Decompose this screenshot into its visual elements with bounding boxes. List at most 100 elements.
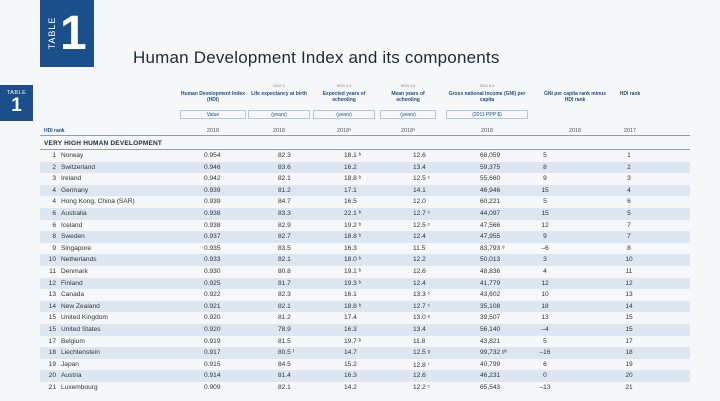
cell-life: 81.5 (278, 337, 291, 345)
cell-hdi: 0.939 (204, 198, 221, 206)
cell-hdi: 0.921 (204, 302, 221, 310)
table-row: 21 Luxembourg 0.909 82.1 14.2 12.2 ᶜ 65,543 –13… (40, 382, 690, 394)
cell-country: United Kingdom (61, 314, 108, 322)
cell-rank: 15 (48, 314, 56, 322)
cell-mean: 12.6 (413, 268, 426, 275)
cell-hrank: 17 (625, 337, 633, 345)
cell-rank: 19 (48, 360, 56, 368)
column-year: 2018 (480, 128, 494, 134)
cell-hdi: 0.925 (204, 279, 221, 287)
cell-gni: 46,231 (480, 372, 501, 380)
table-row: 15 United Kingdom 0.920 81.2 17.4 13.0 ᵉ 39,50… (40, 312, 690, 324)
cell-mean: 12.5 ᶜ (413, 221, 430, 229)
cell-hrank: 1 (627, 152, 631, 159)
cell-hrank: 14 (625, 302, 633, 310)
cell-hrank: 2 (627, 163, 631, 171)
cell-school: 19.3 ᵇ (344, 279, 362, 287)
cell-diff: 13 (541, 314, 549, 322)
column-sdg-tag: SDG 8.5 (479, 84, 495, 88)
cell-school: 16.3 (344, 326, 357, 333)
cell-life: 80.8 (278, 268, 291, 275)
cell-gni: 43,602 (480, 291, 501, 299)
cell-gni: 68,059 (480, 152, 501, 159)
cell-school: 16.3 (344, 372, 357, 380)
group-divider (40, 149, 690, 150)
cell-school: 18.8 ᵇ (344, 302, 362, 310)
table-row: 10 Netherlands 0.933 82.1 18.0 ᵇ 12.2 50,013 3 1… (40, 254, 690, 266)
cell-gni: 99,732 ᵍʰ (480, 349, 508, 357)
column-unit: Value (180, 110, 246, 119)
cell-school: 16.3 (344, 244, 357, 252)
cell-rank: 13 (48, 291, 56, 299)
cell-mean: 13.3 ᶜ (413, 291, 430, 299)
cell-country: United States (61, 326, 101, 333)
cell-rank: 18 (48, 349, 56, 357)
cell-rank: 14 (48, 302, 56, 310)
cell-hdi: 0.930 (204, 268, 221, 275)
cell-school: 19.1 ᵇ (344, 268, 362, 275)
column-header: GNI per capita rank minus HDI rank (544, 91, 606, 103)
cell-life: 83.5 (278, 244, 291, 252)
table-tab-word: TABLE (47, 16, 57, 50)
table-row: 8 Sweden 0.937 82.7 18.8 ᵇ 12.4 47,955 9 7 (40, 231, 690, 243)
cell-rank: 4 (52, 186, 56, 194)
column-sdg-tag: SDG 3 (273, 84, 285, 88)
cell-country: Liechtenstein (61, 349, 100, 357)
cell-diff: 4 (543, 268, 547, 275)
cell-hdi: 0.939 (204, 186, 221, 194)
table-row: 9 Singapore 0.935 83.5 16.3 11.5 83,793 ᵈ –6 8 (40, 243, 690, 255)
cell-rank: 17 (48, 337, 56, 345)
cell-country: Canada (61, 291, 85, 299)
table-row: 6 Australia 0.938 83.3 22.1 ᵇ 12.7 ᶜ 44,097 15 5 (40, 208, 690, 220)
cell-rank: 10 (48, 256, 56, 264)
cell-country: Australia (61, 210, 87, 217)
cell-gni: 46,946 (480, 186, 501, 194)
cell-diff: 0 (543, 372, 547, 380)
cell-hdi: 0.937 (204, 233, 221, 241)
cell-hrank: 21 (625, 384, 633, 391)
cell-school: 22.1 ᵇ (344, 210, 362, 217)
column-header: HDI rank (619, 91, 641, 97)
cell-hdi: 0.954 (204, 152, 221, 159)
table-row: 18 Liechtenstein 0.917 80.5 ᶠ 14.7 12.5 ᵍ 99,7… (40, 347, 690, 359)
cell-hrank: 3 (627, 175, 631, 183)
cell-mean: 12.7 ᶜ (413, 210, 430, 217)
cell-hrank: 8 (627, 244, 631, 252)
column-unit: (years) (380, 110, 436, 119)
cell-country: Iceland (61, 221, 83, 229)
cell-rank: 12 (48, 279, 56, 287)
cell-country: Hong Kong, China (SAR) (61, 198, 135, 206)
cell-life: 84.5 (278, 360, 291, 368)
cell-hrank: 15 (625, 314, 633, 322)
cell-hdi: 0.917 (204, 349, 221, 357)
cell-mean: 11.5 (413, 244, 426, 252)
cell-rank: 15 (48, 326, 56, 333)
cell-hdi: 0.915 (204, 360, 221, 368)
cell-hrank: 12 (625, 279, 633, 287)
cell-mean: 12.5 ᶜ (413, 175, 430, 183)
cell-life: 80.5 ᶠ (278, 349, 295, 357)
cell-country: Sweden (61, 233, 85, 241)
cell-school: 18.8 ᵇ (344, 175, 362, 183)
cell-diff: 12 (541, 279, 549, 287)
cell-rank: 3 (52, 175, 56, 183)
column-year: 2018ᵃ (400, 128, 416, 134)
cell-rank: 4 (52, 198, 56, 206)
cell-mean: 12.2 (413, 256, 426, 264)
cell-hdi: 0.938 (204, 210, 221, 217)
cell-mean: 12.2 ᶜ (413, 384, 430, 391)
column-header: Life expectancy at birth (251, 91, 307, 97)
cell-life: 84.7 (278, 198, 291, 206)
table-row: 17 Belgium 0.919 81.5 19.7 ᵇ 11.8 43,821 5 17 (40, 336, 690, 348)
column-year: 2018 (206, 128, 220, 134)
cell-gni: 43,821 (480, 337, 501, 345)
table-row: 19 Japan 0.915 84.5 15.2 12.8 ⁱ 40,799 6 19 (40, 359, 690, 371)
cell-country: Finland (61, 279, 83, 287)
cell-school: 17.1 (344, 186, 357, 194)
cell-gni: 48,836 (480, 268, 501, 275)
cell-country: Belgium (61, 337, 85, 345)
cell-diff: 15 (541, 186, 549, 194)
cell-mean: 12.8 ⁱ (413, 361, 429, 369)
cell-rank: 9 (52, 244, 56, 252)
cell-gni: 55,660 (480, 175, 501, 183)
